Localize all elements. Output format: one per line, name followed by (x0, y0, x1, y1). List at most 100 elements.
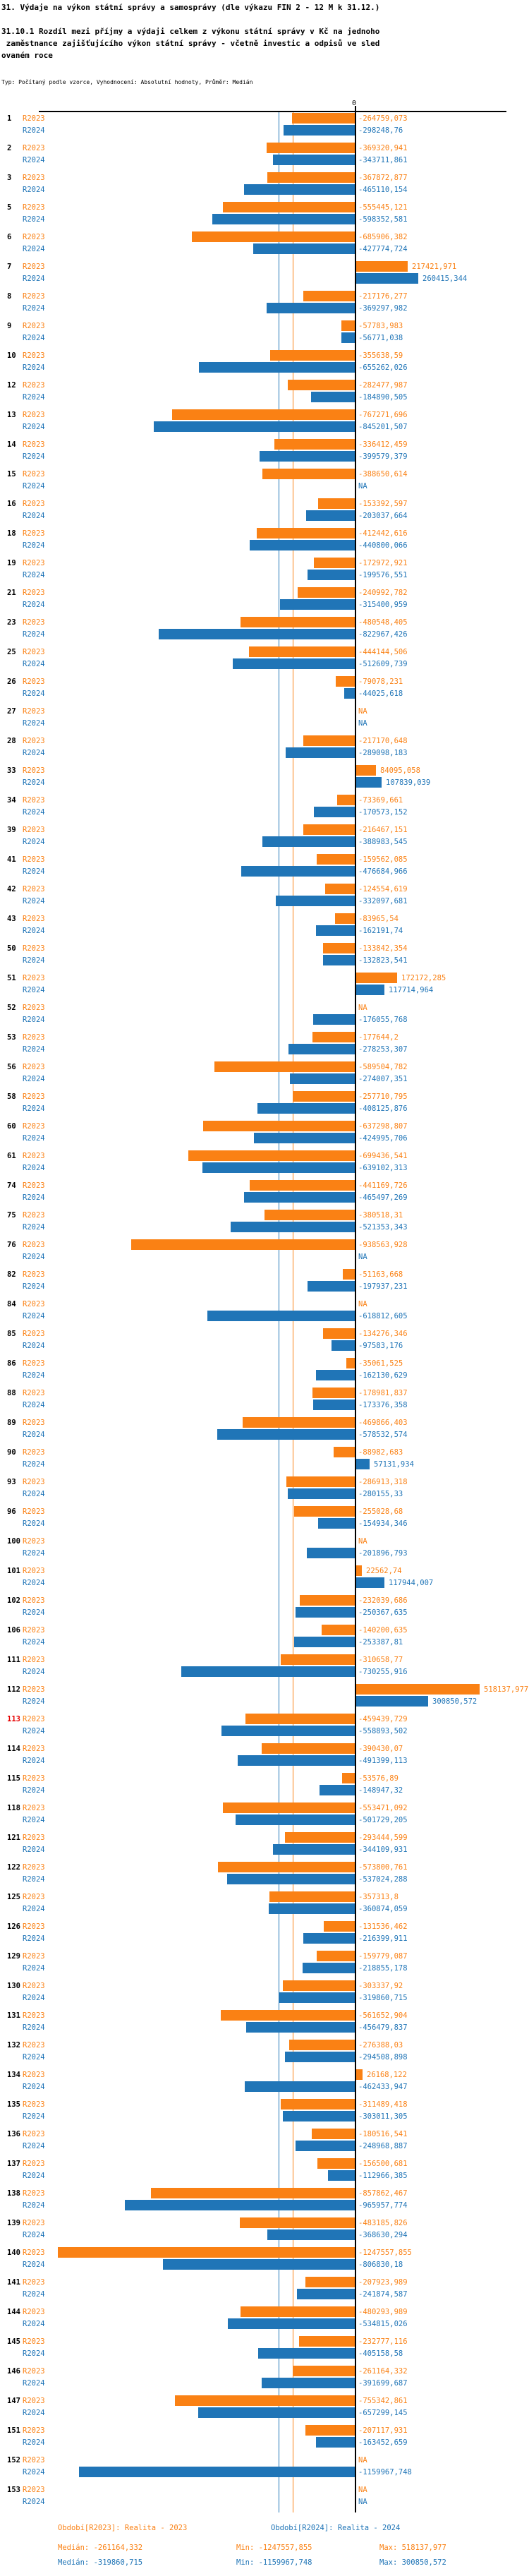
chart-row-group: 1 R2023 R2024 -264759,073 -298248,76 (0, 113, 529, 143)
series-label-r2023: R2023 (23, 1863, 45, 1872)
row-number: 85 (7, 1330, 16, 1338)
series-label-r2024: R2024 (23, 1608, 45, 1617)
bar-r2023 (274, 439, 355, 450)
value-r2024: 117944,007 (389, 1579, 434, 1587)
value-r2024: -184890,505 (358, 393, 408, 402)
series-label-r2024: R2024 (23, 719, 45, 728)
bar-r2023 (151, 2188, 355, 2198)
chart-row-group: 112 R2023 R2024 518137,977 300850,572 (0, 1684, 529, 1714)
series-label-r2023: R2023 (23, 2219, 45, 2227)
bar-r2023 (240, 2217, 355, 2228)
chart-subtitle: 31.10.1 Rozdíl mezi příjmy a výdaji celk… (1, 25, 379, 61)
value-r2023: -83965,54 (358, 915, 399, 923)
series-label-r2024: R2024 (23, 1075, 45, 1083)
series-label-r2024: R2024 (23, 2320, 45, 2328)
series-label-r2023: R2023 (23, 1745, 45, 1753)
value-r2024: -558893,502 (358, 1727, 408, 1735)
series-label-r2024: R2024 (23, 423, 45, 431)
row-number: 151 (7, 2426, 20, 2435)
value-r2024: -806830,18 (358, 2261, 403, 2269)
stat-median-r2024: Medián: -319860,715 (58, 2558, 143, 2567)
value-r2023: -133842,354 (358, 944, 408, 953)
chart-row-group: 27 R2023 R2024 NA NA (0, 706, 529, 735)
value-r2023: -276388,03 (358, 2041, 403, 2050)
value-r2023: 84095,058 (380, 766, 420, 775)
chart-row-group: 137 R2023 R2024 -156500,681 -112966,385 (0, 2158, 529, 2188)
series-label-r2024: R2024 (23, 1727, 45, 1735)
bar-r2024 (262, 2378, 355, 2388)
chart-row-group: 12 R2023 R2024 -282477,987 -184890,505 (0, 380, 529, 409)
series-label-r2024: R2024 (23, 1253, 45, 1261)
chart-row-group: 10 R2023 R2024 -355638,59 -655262,026 (0, 350, 529, 380)
bar-r2023 (303, 735, 355, 746)
row-number: 86 (7, 1359, 16, 1368)
series-label-r2023: R2023 (23, 1004, 45, 1012)
series-label-r2024: R2024 (23, 571, 45, 579)
series-label-r2024: R2024 (23, 1282, 45, 1291)
row-number: 42 (7, 885, 16, 893)
bar-r2024 (316, 1370, 355, 1380)
row-number: 153 (7, 2486, 20, 2494)
series-label-r2024: R2024 (23, 1431, 45, 1439)
series-label-r2024: R2024 (23, 927, 45, 935)
row-number: 1 (7, 114, 12, 123)
value-r2024: -248968,887 (358, 2142, 408, 2150)
bar-r2024 (294, 1637, 355, 1647)
bar-r2024 (236, 1814, 355, 1825)
chart-row-group: 28 R2023 R2024 -217170,648 -289098,183 (0, 735, 529, 765)
value-r2024: -427774,724 (358, 245, 408, 253)
bar-r2024 (238, 1755, 355, 1766)
row-number: 34 (7, 796, 16, 805)
chart-row-group: 126 R2023 R2024 -131536,462 -216399,911 (0, 1921, 529, 1951)
chart-row-group: 134 R2023 R2024 26168,122 -462433,947 (0, 2069, 529, 2099)
value-r2024: 107839,039 (386, 778, 431, 787)
bar-r2024 (284, 125, 355, 136)
series-label-r2024: R2024 (23, 156, 45, 164)
value-r2023: -483185,826 (358, 2219, 408, 2227)
value-r2024: -298248,76 (358, 126, 403, 135)
subtitle-line-2: zaměstnance zajišťujícího výkon státní s… (1, 39, 380, 48)
row-number: 126 (7, 1922, 20, 1931)
bar-r2024 (328, 2170, 355, 2181)
row-number: 106 (7, 1626, 20, 1635)
value-r2023: 217421,971 (412, 263, 457, 271)
series-label-r2023: R2023 (23, 1389, 45, 1397)
series-label-r2023: R2023 (23, 263, 45, 271)
series-label-r2023: R2023 (23, 855, 45, 864)
chart-row-group: 41 R2023 R2024 -159562,085 -476684,966 (0, 854, 529, 884)
bar-r2024 (246, 2022, 355, 2033)
value-r2024: 117714,964 (389, 986, 434, 994)
value-r2023: -73369,661 (358, 796, 403, 805)
bar-r2024 (303, 1963, 355, 1973)
legend-period-r2024: Období[R2024]: Realita - 2024 (271, 2524, 401, 2532)
bar-r2023 (257, 528, 355, 538)
value-r2024: NA (358, 1253, 367, 1261)
series-label-r2023: R2023 (23, 559, 45, 567)
value-r2023: -232039,686 (358, 1596, 408, 1605)
bar-r2024 (323, 955, 355, 965)
series-label-r2024: R2024 (23, 630, 45, 639)
series-label-r2024: R2024 (23, 897, 45, 905)
series-label-r2024: R2024 (23, 126, 45, 135)
bar-r2023 (262, 1743, 355, 1754)
bar-r2024 (356, 273, 418, 284)
bar-r2024 (279, 1992, 355, 2003)
bar-r2023 (249, 646, 355, 657)
series-label-r2024: R2024 (23, 867, 45, 876)
chart-row-group: 118 R2023 R2024 -553471,092 -501729,205 (0, 1802, 529, 1832)
row-number: 6 (7, 233, 12, 241)
value-r2023: -459439,729 (358, 1715, 408, 1723)
series-label-r2024: R2024 (23, 2023, 45, 2032)
row-number: 146 (7, 2367, 20, 2376)
series-label-r2023: R2023 (23, 1419, 45, 1427)
value-r2023: -177644,2 (358, 1033, 399, 1042)
bar-r2023 (281, 2099, 355, 2109)
series-label-r2023: R2023 (23, 381, 45, 390)
chart-row-group: 8 R2023 R2024 -217176,277 -369297,982 (0, 291, 529, 320)
bar-r2024 (207, 1311, 355, 1321)
bar-r2023 (317, 1951, 355, 1961)
bar-r2024 (273, 155, 355, 165)
row-number: 137 (7, 2160, 20, 2168)
series-label-r2024: R2024 (23, 1105, 45, 1113)
value-r2023: -355638,59 (358, 351, 403, 360)
